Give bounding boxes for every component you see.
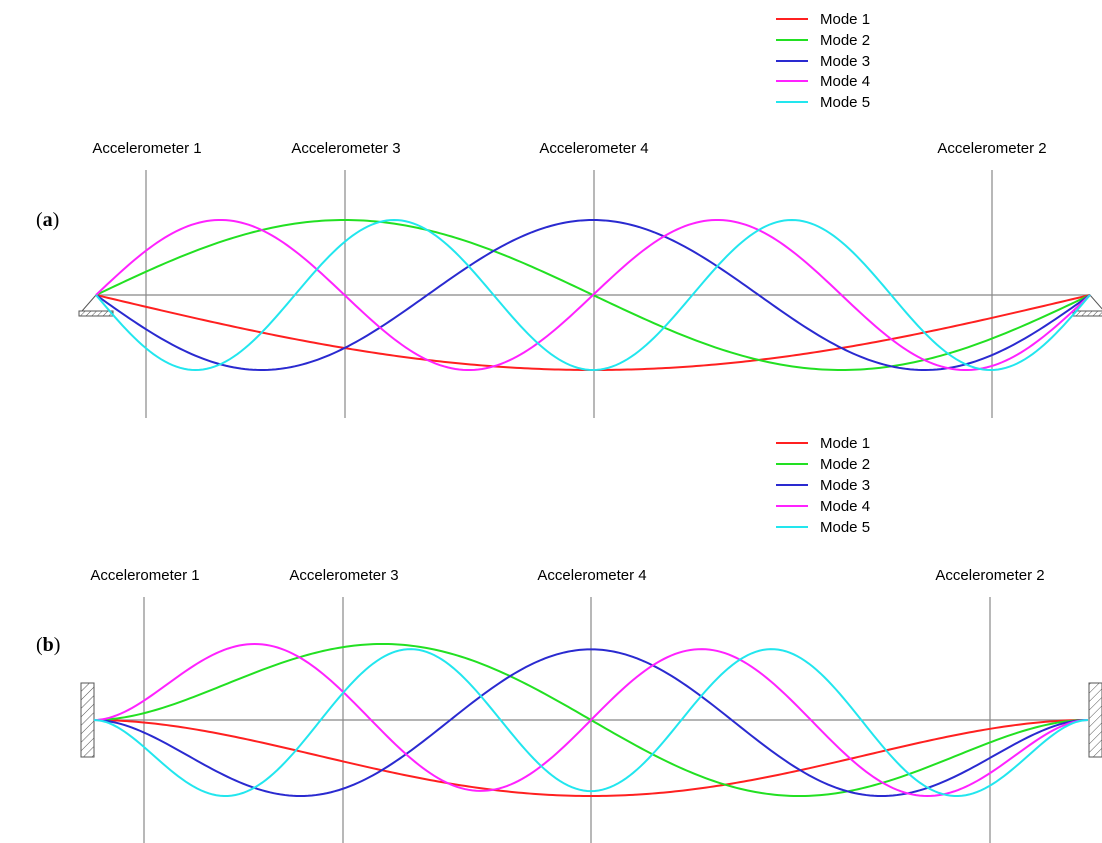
legend-b-mode-5-label: Mode 5 — [820, 519, 870, 536]
legend-b-mode-4-label: Mode 4 — [820, 498, 870, 515]
curves-a-mode-3-curve — [95, 218, 1091, 371]
legend-a-mode-2-label: Mode 2 — [820, 32, 870, 49]
curves-a-mode-4-curve — [95, 219, 1091, 371]
panel-b: Mode 1 Mode 2 Mode 3 Mode 4 Mode 5 Accel… — [36, 435, 1102, 843]
accelerometer-4-label-a: Accelerometer 4 — [539, 140, 648, 157]
legend-b: Mode 1 Mode 2 Mode 3 Mode 4 Mode 5 — [776, 435, 870, 536]
accelerometer-3-label-a: Accelerometer 3 — [291, 140, 400, 157]
clamped-support-right — [1088, 682, 1102, 758]
legend-a-mode-4-label: Mode 4 — [820, 73, 870, 90]
legend-a-mode-1-label: Mode 1 — [820, 11, 870, 28]
accelerometer-4-label-b: Accelerometer 4 — [537, 567, 646, 584]
curves-b-mode-5-curve — [93, 648, 1089, 798]
mode-curves-a — [95, 218, 1091, 372]
legend-a-mode-3-label: Mode 3 — [820, 53, 870, 70]
legend-a: Mode 1 Mode 2 Mode 3 Mode 4 Mode 5 — [776, 11, 870, 111]
accelerometer-3-label-b: Accelerometer 3 — [289, 567, 398, 584]
accelerometer-2-label-a: Accelerometer 2 — [937, 140, 1046, 157]
curves-a-mode-5-curve — [95, 218, 1091, 372]
curves-b-mode-3-curve — [93, 648, 1089, 798]
curves-b-mode-1-curve — [93, 719, 1089, 798]
legend-b-mode-1-label: Mode 1 — [820, 435, 870, 452]
legend-b-mode-2-label: Mode 2 — [820, 456, 870, 473]
curves-a-mode-1-curve — [95, 294, 1091, 372]
mode-curves-b — [93, 642, 1089, 798]
curves-b-mode-4-curve — [93, 642, 1089, 798]
panel-a: Mode 1 Mode 2 Mode 3 Mode 4 Mode 5 Accel… — [36, 11, 1102, 418]
accelerometer-1-label-a: Accelerometer 1 — [92, 140, 201, 157]
panel-label-b: (b) — [36, 634, 60, 656]
clamped-support-left — [80, 682, 95, 758]
accelerometer-1-label-b: Accelerometer 1 — [90, 567, 199, 584]
panel-label-a: (a) — [36, 209, 59, 231]
legend-a-mode-5-label: Mode 5 — [820, 94, 870, 111]
legend-b-mode-3-label: Mode 3 — [820, 477, 870, 494]
accelerometer-2-label-b: Accelerometer 2 — [935, 567, 1044, 584]
